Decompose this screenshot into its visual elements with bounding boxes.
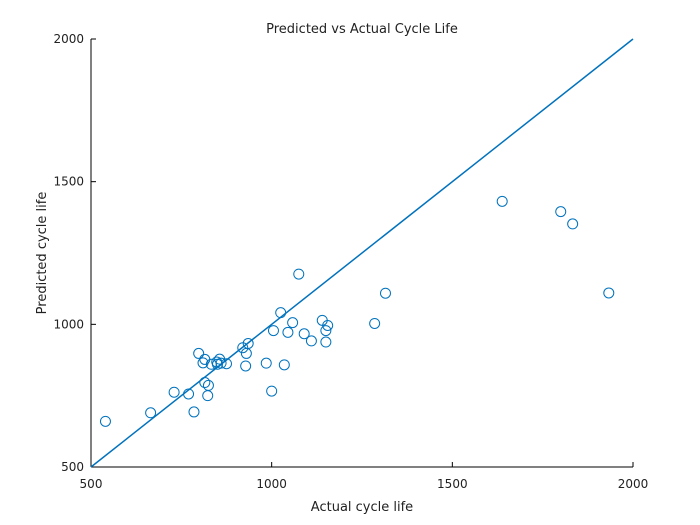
data-point xyxy=(298,328,310,340)
data-point xyxy=(202,379,214,391)
x-tick-label: 500 xyxy=(80,477,103,491)
data-point xyxy=(282,326,294,338)
data-point xyxy=(322,319,334,331)
x-tick-label: 1500 xyxy=(437,477,468,491)
data-point xyxy=(240,347,252,359)
y-axis-title: Predicted cycle life xyxy=(35,192,50,315)
x-tick-label: 2000 xyxy=(618,477,649,491)
y-tick-label: 2000 xyxy=(53,32,84,46)
data-point xyxy=(183,388,195,400)
y-tick-label: 1000 xyxy=(53,317,84,331)
y-tick-label: 1500 xyxy=(53,175,84,189)
data-point xyxy=(168,386,180,398)
data-point xyxy=(305,335,317,347)
data-point xyxy=(199,353,211,365)
data-point xyxy=(221,358,232,370)
data-point xyxy=(278,359,290,371)
x-tick-label: 1000 xyxy=(256,477,287,491)
ticks: 500 1000 1500 2000 500 1000 1500 2000 xyxy=(53,32,648,491)
data-point xyxy=(145,407,157,419)
data-point xyxy=(287,317,299,329)
data-points xyxy=(99,195,615,427)
data-point xyxy=(266,385,278,397)
data-point xyxy=(202,390,214,402)
axes xyxy=(90,39,633,468)
chart-title: Predicted vs Actual Cycle Life xyxy=(266,22,458,37)
data-point xyxy=(242,337,254,349)
data-point xyxy=(193,347,205,359)
data-point xyxy=(379,287,391,299)
data-point xyxy=(267,325,279,337)
data-point xyxy=(369,317,381,329)
data-point xyxy=(603,287,615,299)
x-axis-title: Actual cycle life xyxy=(311,500,413,515)
data-point xyxy=(293,268,305,280)
data-point xyxy=(188,406,200,418)
data-point xyxy=(275,307,287,319)
data-point xyxy=(240,360,252,372)
data-point xyxy=(199,377,211,389)
data-point xyxy=(320,325,332,337)
data-point xyxy=(215,357,227,369)
reference-line-group xyxy=(90,38,634,468)
data-point xyxy=(99,415,111,427)
data-point xyxy=(567,218,579,230)
data-point xyxy=(555,206,567,218)
data-point xyxy=(260,357,272,369)
data-point xyxy=(320,336,332,348)
y-tick-label: 500 xyxy=(61,460,84,474)
data-point xyxy=(496,195,508,207)
reference-line xyxy=(90,38,634,468)
